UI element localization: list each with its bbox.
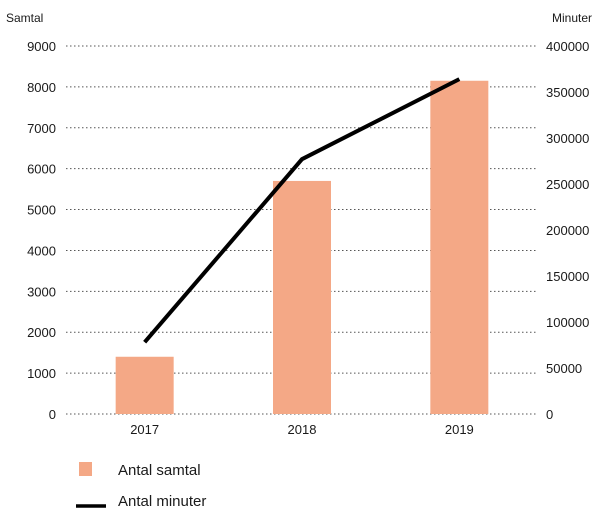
left-tick-label: 1000	[27, 366, 56, 381]
right-axis-ticks: 0 50000 100000 150000 200000 250000 300000 3500…	[546, 39, 589, 422]
left-tick-label: 9000	[27, 39, 56, 54]
left-tick-label: 3000	[27, 284, 56, 299]
right-tick-label: 350000	[546, 85, 589, 100]
right-tick-label: 300000	[546, 131, 589, 146]
series-line	[143, 77, 461, 344]
x-axis-ticks: 2017 2018 2019	[130, 422, 474, 437]
bars	[115, 80, 489, 414]
bar	[273, 180, 331, 414]
bar	[430, 80, 489, 414]
right-axis-title: Minuter	[552, 11, 592, 25]
legend-label-bars: Antal samtal	[118, 462, 201, 479]
legend-swatch-bars	[79, 462, 92, 476]
right-tick-label: 150000	[546, 269, 589, 284]
right-tick-label: 0	[546, 407, 553, 422]
left-tick-label: 5000	[27, 203, 56, 218]
left-axis-ticks: 0 1000 2000 3000 4000 5000 6000 7000 8000 9000	[27, 39, 56, 422]
legend-label-line: Antal minuter	[118, 493, 206, 510]
left-tick-label: 8000	[27, 80, 56, 95]
right-tick-label: 250000	[546, 177, 589, 192]
right-tick-label: 50000	[546, 361, 582, 376]
left-tick-label: 4000	[27, 243, 56, 258]
left-axis-title: Samtal	[6, 11, 43, 25]
x-tick-label: 2019	[445, 422, 474, 437]
right-tick-label: 200000	[546, 223, 589, 238]
x-tick-label: 2018	[288, 422, 317, 437]
left-tick-label: 2000	[27, 325, 56, 340]
minutes-line	[143, 77, 461, 344]
legend: Antal samtal Antal minuter	[76, 462, 206, 510]
left-tick-label: 7000	[27, 121, 56, 136]
right-tick-label: 400000	[546, 39, 589, 54]
left-tick-label: 0	[49, 407, 56, 422]
right-tick-label: 100000	[546, 315, 589, 330]
bar	[115, 356, 174, 414]
x-tick-label: 2017	[130, 422, 159, 437]
left-tick-label: 6000	[27, 162, 56, 177]
